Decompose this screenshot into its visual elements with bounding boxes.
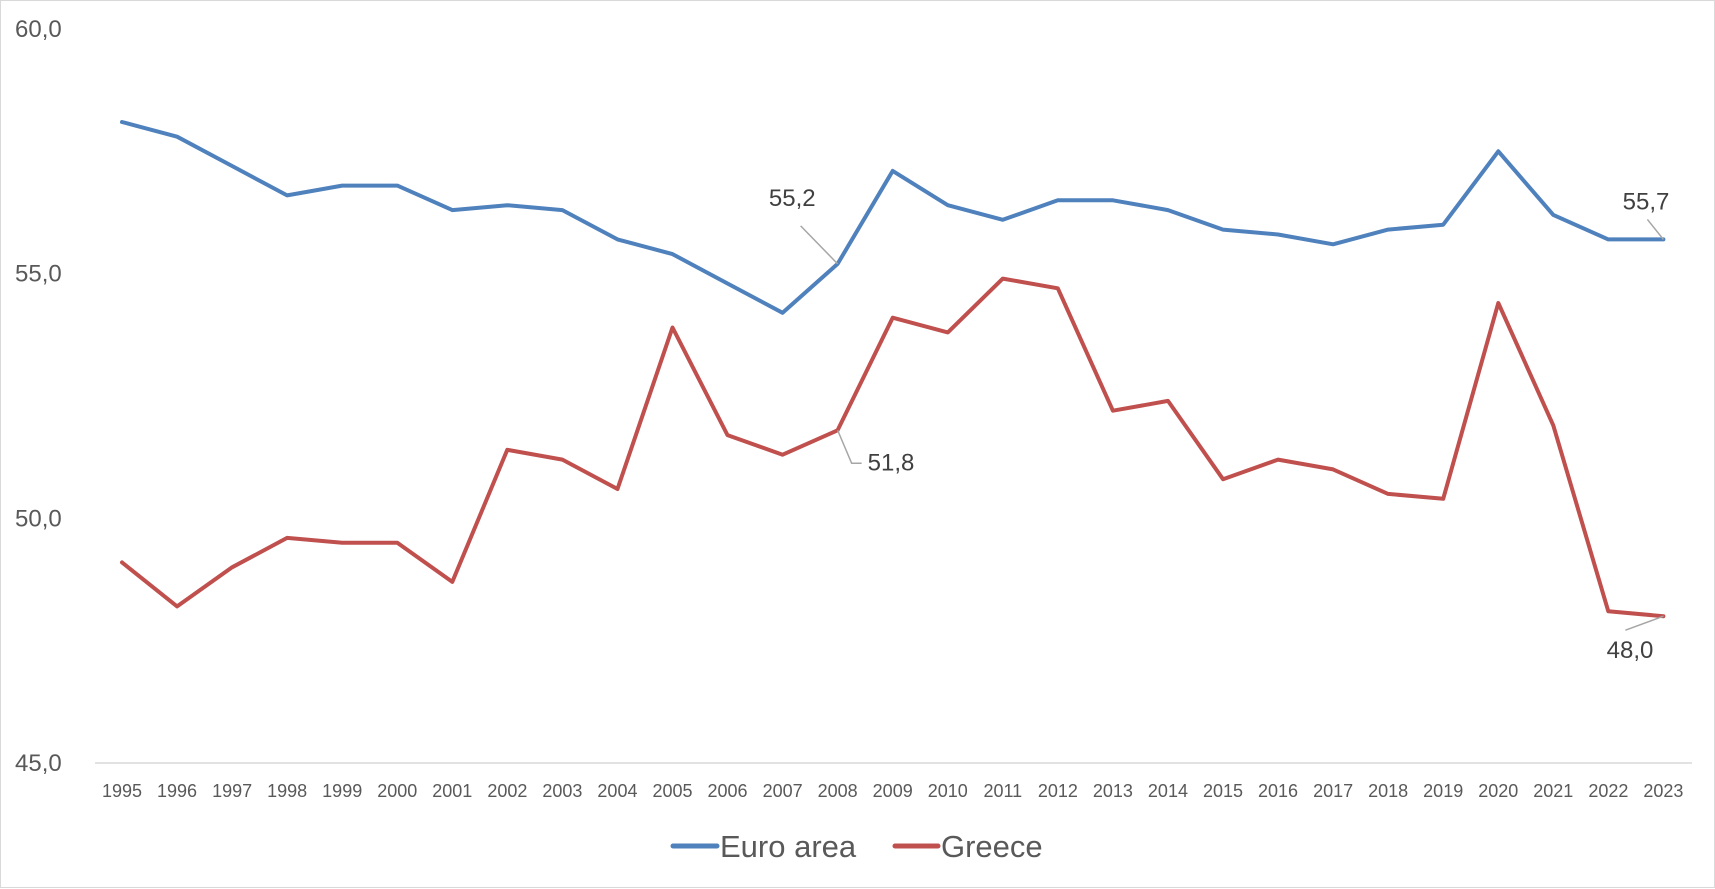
x-tick-label: 2005 <box>652 781 692 801</box>
x-tick-label: 2019 <box>1423 781 1463 801</box>
x-tick-label: 2007 <box>763 781 803 801</box>
data-label-group: 55,2 55,7 51,8 48,0 <box>769 185 1669 664</box>
legend-label-greece: Greece <box>941 829 1043 864</box>
x-tick-label: 2017 <box>1313 781 1353 801</box>
x-tick-label: 2023 <box>1643 781 1683 801</box>
data-label: 55,7 <box>1623 188 1670 215</box>
y-tick-label: 60,0 <box>15 16 62 43</box>
x-tick-label: 2008 <box>818 781 858 801</box>
x-tick-label: 1995 <box>102 781 142 801</box>
data-label-leader-line <box>1625 615 1664 631</box>
x-tick-label: 2002 <box>487 781 527 801</box>
data-label-leader-line <box>1646 218 1664 240</box>
x-tick-label: 2000 <box>377 781 417 801</box>
series-group <box>120 120 1666 619</box>
x-tick-label: 2009 <box>873 781 913 801</box>
series-line-euro-area <box>120 120 1666 315</box>
y-tick-label: 45,0 <box>15 750 62 777</box>
x-tick-label: 2011 <box>983 781 1022 801</box>
x-tick-label: 1996 <box>157 781 197 801</box>
x-tick-label: 2006 <box>708 781 748 801</box>
x-tick-label: 2014 <box>1148 781 1188 801</box>
x-tick-label: 2004 <box>597 781 637 801</box>
x-tick-label: 2001 <box>432 781 472 801</box>
x-tick-label: 1999 <box>322 781 362 801</box>
y-axis: 45,0 50,0 55,0 60,0 <box>15 16 62 777</box>
x-tick-label: 2003 <box>542 781 582 801</box>
x-tick-label: 2016 <box>1258 781 1298 801</box>
x-tick-label: 2022 <box>1588 781 1628 801</box>
series-line-greece <box>120 276 1666 619</box>
data-label: 48,0 <box>1607 637 1654 664</box>
data-label: 51,8 <box>868 449 915 476</box>
data-label-leader-line <box>836 429 862 465</box>
x-tick-label: 2021 <box>1533 781 1573 801</box>
legend: Euro area Greece <box>670 829 1043 864</box>
x-tick-label: 1997 <box>212 781 252 801</box>
x-tick-label: 2020 <box>1478 781 1518 801</box>
x-tick-label: 2012 <box>1038 781 1078 801</box>
data-label-leader-line <box>800 225 839 265</box>
x-tick-label: 2010 <box>928 781 968 801</box>
x-axis: 1995 1996 1997 1998 1999 2000 2001 2002 2003 2004… <box>102 781 1683 801</box>
x-tick-label: 2015 <box>1203 781 1243 801</box>
y-tick-label: 50,0 <box>15 505 62 532</box>
x-tick-label: 1998 <box>267 781 307 801</box>
x-tick-label: 2018 <box>1368 781 1408 801</box>
x-tick-label: 2013 <box>1093 781 1133 801</box>
y-tick-label: 55,0 <box>15 261 62 288</box>
data-label: 55,2 <box>769 185 816 212</box>
legend-label-euro-area: Euro area <box>720 829 857 864</box>
